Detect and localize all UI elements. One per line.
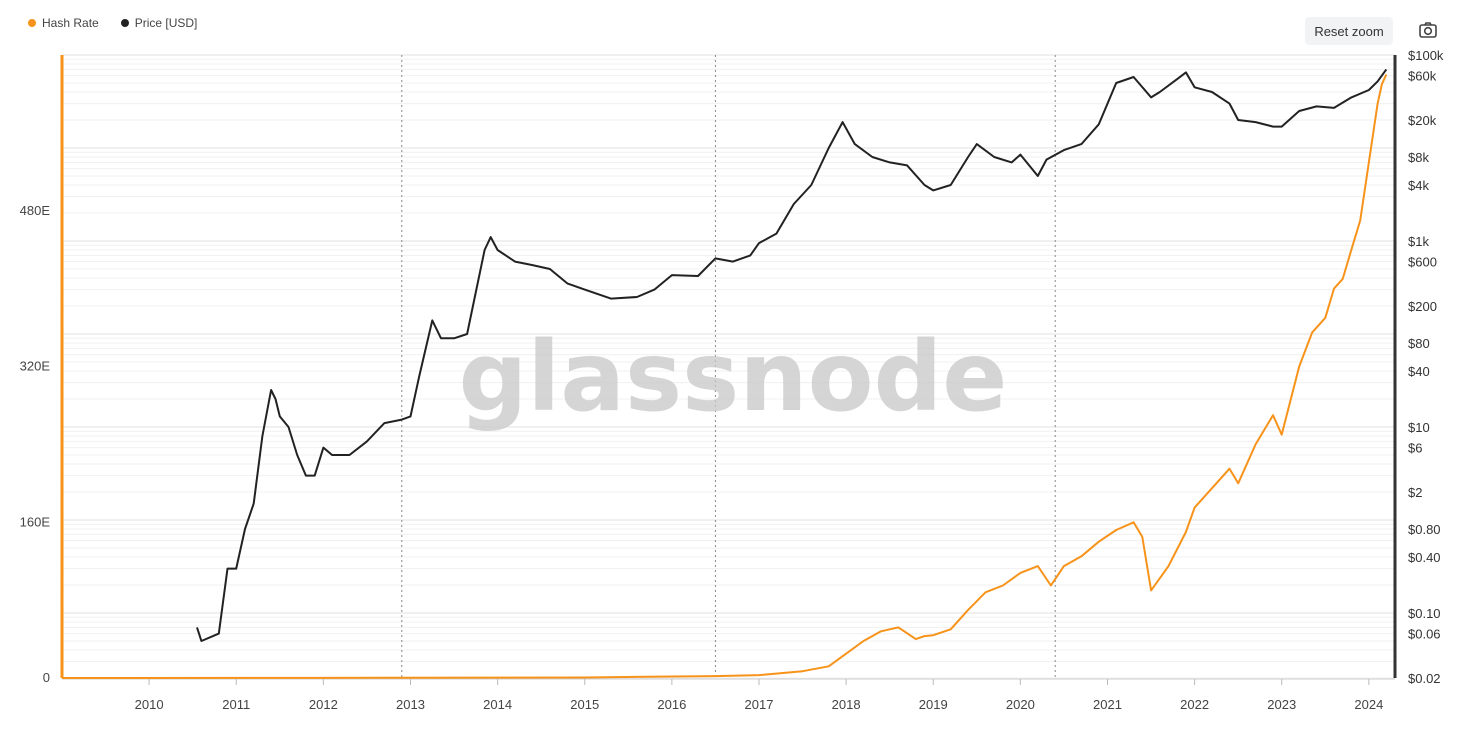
y-left-tick-label: 160E bbox=[20, 514, 51, 529]
y-right-tick-label: $600 bbox=[1408, 255, 1437, 270]
y-left-tick-label: 320E bbox=[20, 359, 51, 374]
y-axis-left: 0 160E 320E 480E bbox=[20, 203, 51, 685]
x-tick-label: 2019 bbox=[919, 697, 948, 712]
legend-dot-price-icon bbox=[120, 19, 129, 27]
y-right-tick-label: $2 bbox=[1408, 485, 1422, 500]
y-right-tick-label: $1k bbox=[1408, 234, 1429, 249]
series-line-hash-rate bbox=[61, 74, 1388, 679]
x-tick-label: 2021 bbox=[1093, 697, 1122, 712]
y-right-tick-label: $0.80 bbox=[1408, 522, 1441, 537]
y-right-tick-label: $0.40 bbox=[1408, 550, 1441, 565]
y-right-tick-label: $100k bbox=[1408, 48, 1444, 63]
y-right-tick-label: $0.06 bbox=[1408, 627, 1441, 642]
y-right-tick-label: $40 bbox=[1408, 364, 1430, 379]
x-tick-label: 2014 bbox=[483, 697, 512, 712]
x-tick-label: 2018 bbox=[832, 697, 861, 712]
x-tick-label: 2022 bbox=[1180, 697, 1209, 712]
y-left-tick-label: 480E bbox=[20, 203, 51, 218]
y-right-tick-label: $20k bbox=[1408, 113, 1437, 128]
axes bbox=[60, 55, 1397, 680]
y-right-tick-label: $8k bbox=[1408, 150, 1429, 165]
x-tick-label: 2023 bbox=[1267, 697, 1296, 712]
y-left-tick-label: 0 bbox=[43, 670, 50, 685]
x-tick-label: 2016 bbox=[657, 697, 686, 712]
x-tick-label: 2020 bbox=[1006, 697, 1035, 712]
legend-dot-hash-rate-icon bbox=[28, 19, 36, 27]
y-right-tick-label: $80 bbox=[1408, 336, 1430, 351]
legend-item-hash-rate[interactable]: Hash Rate bbox=[28, 16, 99, 30]
x-tick-label: 2024 bbox=[1354, 697, 1383, 712]
camera-icon[interactable] bbox=[1418, 20, 1438, 40]
legend-label-hash-rate: Hash Rate bbox=[42, 16, 99, 30]
x-tick-label: 2010 bbox=[135, 697, 164, 712]
y-right-tick-label: $60k bbox=[1408, 69, 1437, 84]
legend-item-price[interactable]: Price [USD] bbox=[120, 16, 198, 30]
x-tick-label: 2011 bbox=[222, 697, 250, 712]
legend-label-price: Price [USD] bbox=[134, 16, 198, 30]
y-right-tick-label: $200 bbox=[1408, 299, 1437, 314]
series-group bbox=[61, 68, 1388, 679]
chart-legend: Hash Rate Price [USD] bbox=[28, 16, 197, 30]
y-right-tick-label: $0.02 bbox=[1408, 671, 1441, 686]
watermark: glassnode bbox=[459, 321, 1008, 433]
y-axis-right: $0.02 $0.06 $0.10 $0.40 $0.80 $2 $6 $10 $40 $80 $2… bbox=[1408, 48, 1444, 686]
y-right-tick-label: $6 bbox=[1408, 441, 1422, 456]
series-line-price bbox=[196, 68, 1388, 642]
y-right-tick-label: $4k bbox=[1408, 178, 1429, 193]
reset-zoom-button[interactable]: Reset zoom bbox=[1305, 17, 1393, 45]
x-axis: 2010 2011 2012 2013 2014 2015 2016 2017 2018 2019… bbox=[135, 679, 1383, 712]
halving-lines bbox=[401, 55, 1056, 678]
y-right-tick-label: $10 bbox=[1408, 420, 1430, 435]
x-tick-label: 2012 bbox=[309, 697, 338, 712]
x-tick-label: 2015 bbox=[570, 697, 599, 712]
x-tick-label: 2013 bbox=[396, 697, 425, 712]
y-right-tick-label: $0.10 bbox=[1408, 606, 1441, 621]
x-tick-label: 2017 bbox=[745, 697, 774, 712]
